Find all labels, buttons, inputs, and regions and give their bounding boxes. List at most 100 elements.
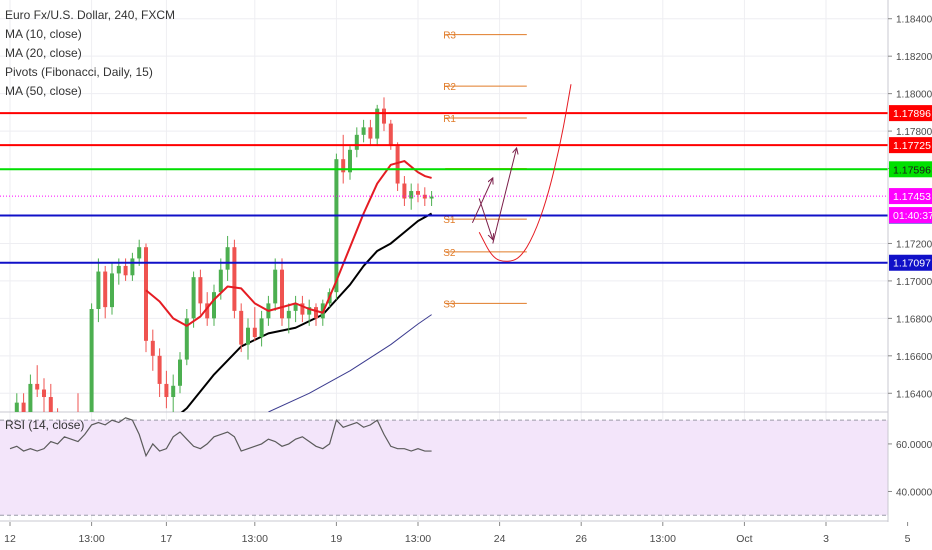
- price-tick-label: 1.17000: [896, 277, 932, 288]
- candle-body[interactable]: [130, 258, 135, 276]
- ma10-series: [145, 160, 432, 327]
- candle-body[interactable]: [184, 318, 189, 360]
- price-tick-label: 1.16800: [896, 314, 932, 325]
- candle-body[interactable]: [395, 146, 400, 184]
- level-price-label-bg: [889, 137, 932, 154]
- candle-body[interactable]: [293, 303, 298, 311]
- candle-body[interactable]: [273, 269, 278, 304]
- level-price-label[interactable]: 1.17097: [893, 258, 931, 270]
- candle-body[interactable]: [123, 265, 128, 276]
- rsi-tick-label: 40.0000: [896, 487, 932, 498]
- candle-body[interactable]: [178, 359, 182, 386]
- candle-body[interactable]: [314, 307, 318, 319]
- rsi-band-fill: [0, 420, 888, 516]
- pivot-label: S2: [443, 248, 456, 259]
- pivot-label: R2: [443, 82, 456, 93]
- candle-body[interactable]: [280, 269, 284, 319]
- candle-body[interactable]: [144, 247, 148, 341]
- candle-body[interactable]: [89, 309, 94, 434]
- legend-ma20[interactable]: MA (20, close): [5, 46, 82, 60]
- bar-countdown-label[interactable]: 01:40:37: [893, 210, 932, 222]
- candle-body[interactable]: [137, 247, 142, 259]
- price-tick-label: 1.18400: [896, 15, 932, 26]
- rsi-line: [9, 417, 432, 458]
- candle-body[interactable]: [382, 108, 386, 124]
- candle-body[interactable]: [150, 340, 155, 356]
- candle-body[interactable]: [361, 127, 366, 135]
- drawings[interactable]: [471, 84, 572, 262]
- candle-body[interactable]: [341, 159, 346, 173]
- candle-body[interactable]: [35, 383, 40, 390]
- candle-body[interactable]: [191, 277, 196, 319]
- candle-body[interactable]: [429, 196, 434, 199]
- candle-body[interactable]: [164, 383, 169, 398]
- time-tick-label: 12: [4, 533, 16, 545]
- current-price-label[interactable]: 1.17453: [893, 191, 931, 203]
- time-tick-label: 5: [905, 533, 911, 545]
- price-axis[interactable]: 1.184001.182001.180001.178001.176001.172…: [887, 0, 932, 522]
- candle-body[interactable]: [48, 397, 53, 416]
- level-price-label[interactable]: 1.17596: [893, 164, 931, 176]
- time-tick-label: 3: [823, 533, 829, 545]
- level-price-label[interactable]: 1.17725: [893, 140, 931, 152]
- candle-body[interactable]: [232, 247, 237, 311]
- candle-body[interactable]: [354, 134, 359, 150]
- candle-body[interactable]: [368, 127, 373, 139]
- candle-body[interactable]: [103, 271, 108, 308]
- candle-body[interactable]: [252, 327, 257, 338]
- arrow[interactable]: [478, 198, 493, 240]
- arrow[interactable]: [471, 178, 492, 224]
- candle-body[interactable]: [307, 307, 312, 315]
- legend-ma10[interactable]: MA (10, close): [5, 27, 82, 41]
- price-tick-label: 1.17200: [896, 239, 932, 250]
- candle-body[interactable]: [416, 191, 420, 195]
- candle-body[interactable]: [157, 355, 162, 384]
- candle-body[interactable]: [116, 265, 121, 274]
- candle-body[interactable]: [375, 108, 380, 139]
- candle-body[interactable]: [28, 383, 33, 412]
- legend-instrument[interactable]: Euro Fx/U.S. Dollar, 240, FXCM: [5, 8, 176, 22]
- candle-body[interactable]: [286, 310, 291, 319]
- candle-body[interactable]: [14, 402, 19, 416]
- candle-body[interactable]: [402, 183, 407, 199]
- time-tick-label: 17: [161, 533, 173, 545]
- candle-body[interactable]: [96, 271, 101, 309]
- level-price-label-bg: [889, 254, 932, 271]
- candle-body[interactable]: [246, 327, 250, 345]
- candle-body[interactable]: [198, 277, 203, 304]
- candle-body[interactable]: [218, 269, 223, 293]
- time-tick-label: 13:00: [78, 533, 104, 545]
- legend-ma50[interactable]: MA (50, close): [5, 84, 82, 98]
- candle-body[interactable]: [409, 191, 414, 199]
- rsi-pane: [0, 411, 932, 522]
- time-axis[interactable]: 12 13:00 17 13:00 19 13:00 24 26 13:00 Oct 3 5: [0, 522, 911, 545]
- pivot-label: S1: [443, 215, 456, 226]
- price-tick-label: 1.16600: [896, 352, 932, 363]
- pivot-label: R3: [443, 31, 456, 42]
- candle-body[interactable]: [212, 292, 216, 319]
- candle-body[interactable]: [300, 303, 305, 315]
- level-price-label[interactable]: 1.17896: [893, 108, 931, 120]
- projection-curve[interactable]: [478, 84, 572, 262]
- candle-body[interactable]: [422, 194, 427, 199]
- candle-body[interactable]: [259, 318, 264, 338]
- candle-body[interactable]: [334, 159, 339, 293]
- candles[interactable]: [8, 97, 434, 458]
- candle-body[interactable]: [225, 247, 230, 270]
- legend-rsi[interactable]: RSI (14, close): [5, 418, 85, 432]
- candle-body[interactable]: [42, 389, 46, 398]
- horizontal-levels[interactable]: [0, 112, 888, 264]
- candle-body[interactable]: [239, 310, 244, 345]
- time-tick-label: 13:00: [242, 533, 268, 545]
- candle-body[interactable]: [171, 385, 176, 398]
- ma10-line: [145, 160, 432, 327]
- candle-body[interactable]: [348, 149, 352, 173]
- price-tick-label: 1.18200: [896, 52, 932, 63]
- candle-body[interactable]: [21, 402, 26, 412]
- candle-body[interactable]: [388, 123, 393, 147]
- candle-body[interactable]: [110, 273, 114, 308]
- candle-body[interactable]: [205, 303, 210, 319]
- arrow[interactable]: [492, 148, 517, 244]
- legend-pivots[interactable]: Pivots (Fibonacci, Daily, 15): [5, 65, 153, 79]
